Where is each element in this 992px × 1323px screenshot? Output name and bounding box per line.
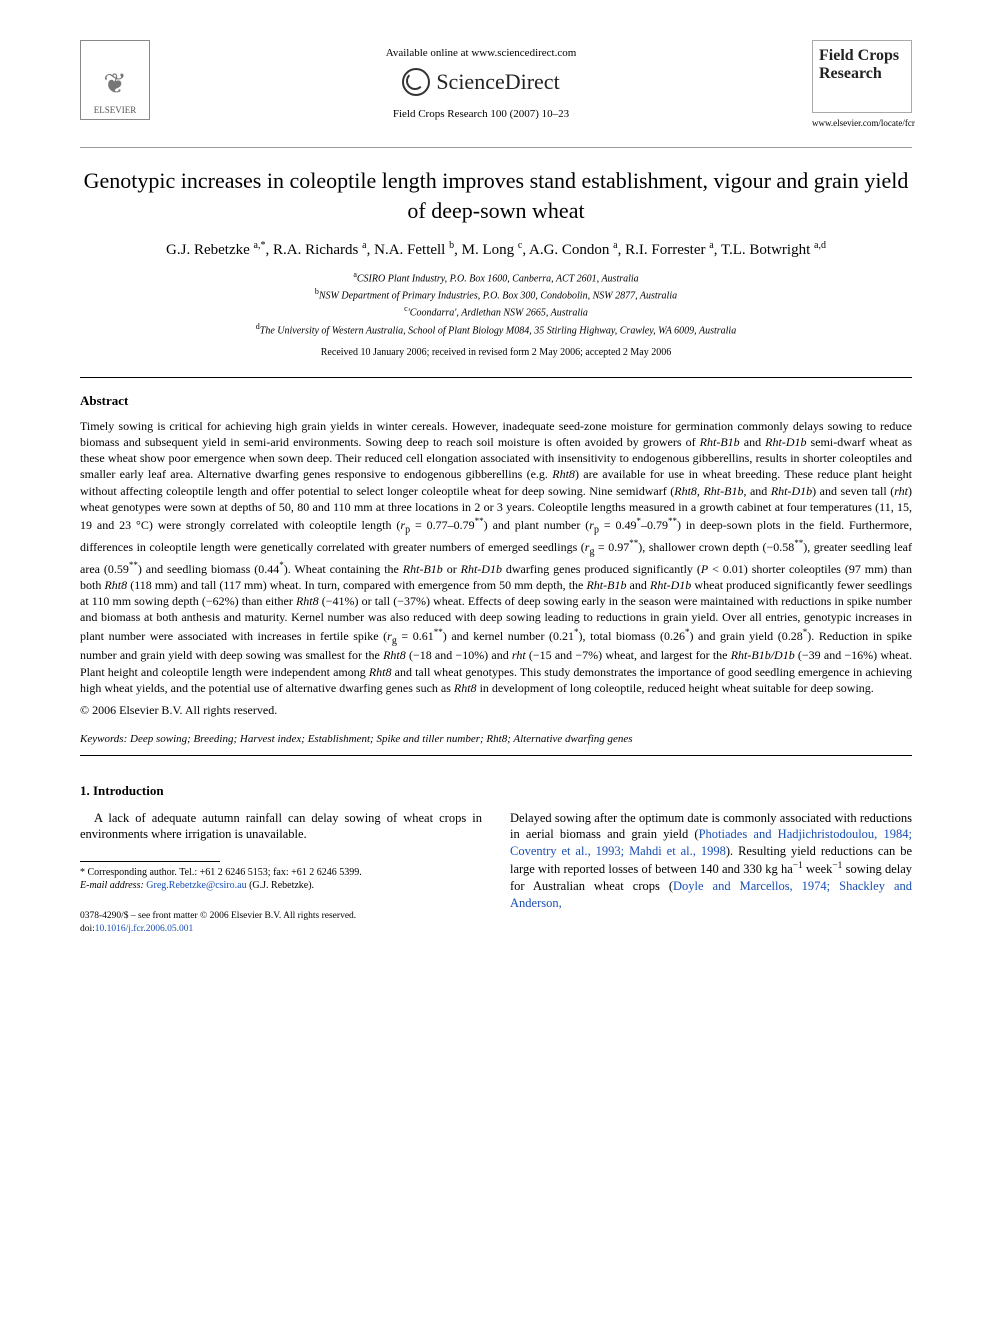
elsevier-tree-icon: ❦ — [103, 66, 126, 104]
footnote-contact: * Corresponding author. Tel.: +61 2 6246… — [80, 866, 482, 879]
affiliations: aCSIRO Plant Industry, P.O. Box 1600, Ca… — [80, 269, 912, 338]
column-right: Delayed sowing after the optimum date is… — [510, 810, 912, 935]
footnote-email-line: E-mail address: Greg.Rebetzke@csiro.au (… — [80, 879, 482, 892]
intro-para-1: A lack of adequate autumn rainfall can d… — [80, 810, 482, 844]
doi-line: doi:10.1016/j.fcr.2006.05.001 — [80, 923, 482, 935]
header-rule — [80, 147, 912, 148]
footnote-email-link[interactable]: Greg.Rebetzke@csiro.au — [146, 880, 246, 891]
intro-para-2: Delayed sowing after the optimum date is… — [510, 810, 912, 912]
doi-label: doi: — [80, 924, 95, 934]
elsevier-label: ELSEVIER — [94, 104, 137, 116]
sciencedirect-text: ScienceDirect — [436, 67, 559, 97]
doi-link[interactable]: 10.1016/j.fcr.2006.05.001 — [95, 924, 193, 934]
keywords-line: Keywords: Deep sowing; Breeding; Harvest… — [80, 732, 912, 747]
available-online-text: Available online at www.sciencedirect.co… — [150, 46, 812, 61]
two-column-body: A lack of adequate autumn rainfall can d… — [80, 810, 912, 935]
journal-reference: Field Crops Research 100 (2007) 10–23 — [150, 107, 812, 122]
abstract-copyright: © 2006 Elsevier B.V. All rights reserved… — [80, 702, 912, 718]
journal-url: www.elsevier.com/locate/fcr — [812, 117, 912, 129]
journal-cover: Field Crops Research www.elsevier.com/lo… — [812, 40, 912, 129]
journal-cover-title: Field Crops Research — [812, 40, 912, 113]
footnote-email-paren: (G.J. Rebetzke). — [247, 880, 314, 891]
exp-1: −1 — [793, 861, 803, 871]
page-header: ❦ ELSEVIER Available online at www.scien… — [80, 40, 912, 129]
abstract-text: Timely sowing is critical for achieving … — [80, 419, 912, 695]
elsevier-logo: ❦ ELSEVIER — [80, 40, 150, 120]
corresponding-footnote: * Corresponding author. Tel.: +61 2 6246… — [80, 866, 482, 892]
intro-col2-c: week — [803, 862, 833, 876]
abstract-body: Timely sowing is critical for achieving … — [80, 418, 912, 696]
keywords-text: Deep sowing; Breeding; Harvest index; Es… — [127, 733, 632, 745]
header-center: Available online at www.sciencedirect.co… — [150, 40, 812, 121]
article-dates: Received 10 January 2006; received in re… — [80, 346, 912, 360]
column-left: A lack of adequate autumn rainfall can d… — [80, 810, 482, 935]
author-list: G.J. Rebetzke a,*, R.A. Richards a, N.A.… — [80, 239, 912, 260]
abstract-heading: Abstract — [80, 392, 912, 410]
sciencedirect-logo: ScienceDirect — [150, 67, 812, 97]
title-rule — [80, 377, 912, 378]
exp-2: −1 — [832, 861, 842, 871]
article-title: Genotypic increases in coleoptile length… — [80, 166, 912, 225]
introduction-section: 1. Introduction A lack of adequate autum… — [80, 782, 912, 935]
front-matter-line: 0378-4290/$ – see front matter © 2006 El… — [80, 910, 482, 922]
keywords-label: Keywords: — [80, 733, 127, 745]
sciencedirect-swirl-icon — [402, 68, 430, 96]
bottom-meta: 0378-4290/$ – see front matter © 2006 El… — [80, 910, 482, 935]
footnote-rule — [80, 861, 220, 862]
footnote-email-label: E-mail address: — [80, 880, 144, 891]
intro-heading: 1. Introduction — [80, 782, 912, 800]
abstract-rule — [80, 755, 912, 756]
